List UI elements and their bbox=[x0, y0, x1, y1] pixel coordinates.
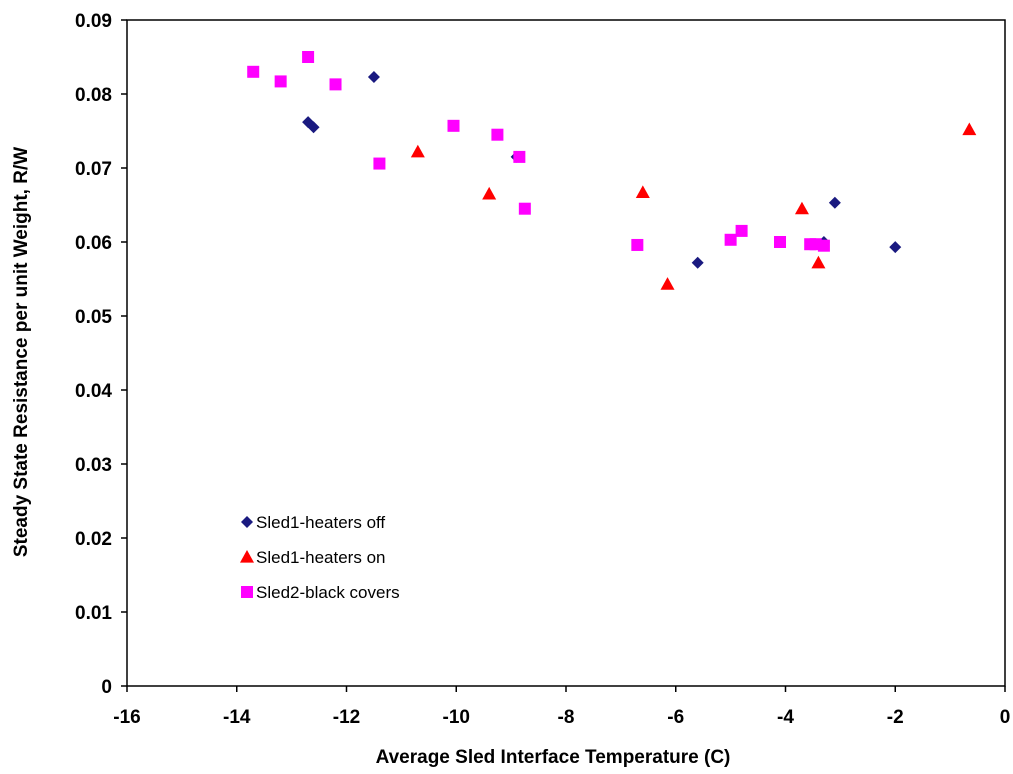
data-point bbox=[482, 186, 497, 200]
legend-label: Sled1-heaters on bbox=[256, 548, 385, 567]
data-point bbox=[329, 78, 342, 91]
legend-label: Sled2-black covers bbox=[256, 583, 400, 602]
data-points bbox=[247, 51, 977, 290]
data-point bbox=[373, 157, 386, 170]
y-tick-label: 0.06 bbox=[75, 233, 112, 254]
data-point bbox=[247, 65, 260, 78]
data-point bbox=[635, 185, 650, 199]
x-axis: -16 -14 -12 -10 -8 -6 -4 -2 0 bbox=[113, 686, 1010, 728]
data-point bbox=[889, 241, 902, 254]
x-tick-label: -4 bbox=[777, 707, 794, 728]
x-tick-label: -2 bbox=[887, 707, 904, 728]
data-point bbox=[302, 51, 315, 63]
legend-marker bbox=[241, 586, 253, 598]
y-tick-label: 0 bbox=[101, 677, 112, 698]
data-point bbox=[962, 122, 977, 136]
data-point bbox=[274, 75, 287, 88]
data-point bbox=[631, 238, 644, 251]
y-tick-label: 0.04 bbox=[75, 381, 112, 402]
data-point bbox=[724, 233, 737, 246]
y-axis-title: Steady State Resistance per unit Weight,… bbox=[11, 147, 32, 557]
data-point bbox=[513, 150, 526, 163]
y-tick-label: 0.07 bbox=[75, 159, 112, 180]
data-point bbox=[410, 144, 425, 158]
y-tick-label: 0.05 bbox=[75, 307, 112, 328]
y-tick-label: 0.01 bbox=[75, 603, 112, 624]
data-point bbox=[828, 196, 841, 209]
series-triangle bbox=[410, 122, 977, 290]
data-point bbox=[491, 128, 504, 141]
data-point bbox=[811, 255, 826, 269]
x-tick-label: 0 bbox=[1000, 707, 1011, 728]
data-point bbox=[774, 236, 787, 248]
y-tick-label: 0.02 bbox=[75, 529, 112, 550]
legend-marker bbox=[241, 516, 253, 528]
x-tick-label: -10 bbox=[443, 707, 470, 728]
x-axis-title: Average Sled Interface Temperature (C) bbox=[376, 747, 731, 768]
series-square bbox=[247, 51, 830, 252]
data-point bbox=[367, 70, 380, 83]
legend: Sled1-heaters off Sled1-heaters on Sled2-b… bbox=[240, 513, 400, 602]
data-point bbox=[447, 119, 460, 132]
y-tick-label: 0.03 bbox=[75, 455, 112, 476]
x-tick-label: -12 bbox=[333, 707, 360, 728]
data-point bbox=[817, 239, 830, 252]
legend-label: Sled1-heaters off bbox=[256, 513, 385, 532]
data-point bbox=[735, 224, 748, 237]
data-point bbox=[691, 256, 704, 269]
y-tick-label: 0.08 bbox=[75, 85, 112, 106]
legend-marker bbox=[240, 550, 254, 563]
y-axis: 0 0.01 0.02 0.03 0.04 0.05 0.06 0.07 0.08 0.09 bbox=[75, 11, 127, 698]
x-tick-label: -8 bbox=[558, 707, 575, 728]
x-tick-label: -16 bbox=[113, 707, 140, 728]
data-point bbox=[794, 201, 809, 215]
data-point bbox=[660, 277, 675, 290]
data-point bbox=[307, 121, 320, 134]
x-tick-label: -14 bbox=[223, 707, 251, 728]
x-tick-label: -6 bbox=[667, 707, 684, 728]
data-point bbox=[518, 202, 531, 215]
y-tick-label: 0.09 bbox=[75, 11, 112, 32]
